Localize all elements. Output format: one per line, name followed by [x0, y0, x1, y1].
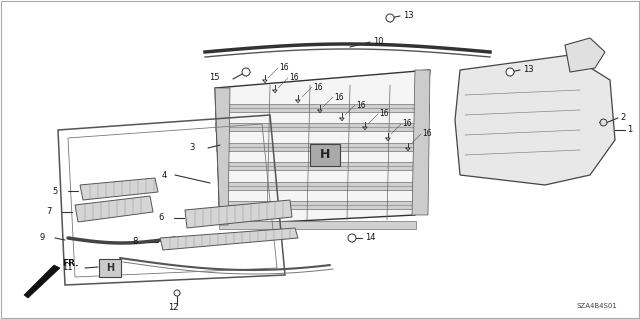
- Polygon shape: [216, 123, 427, 131]
- Polygon shape: [75, 196, 153, 222]
- Polygon shape: [219, 221, 416, 229]
- Polygon shape: [218, 201, 418, 210]
- Circle shape: [386, 14, 394, 22]
- Text: 16: 16: [422, 130, 431, 138]
- Text: 4: 4: [162, 170, 167, 180]
- Polygon shape: [24, 265, 60, 298]
- Text: 15: 15: [209, 73, 220, 83]
- Circle shape: [348, 234, 356, 242]
- Text: 10: 10: [373, 36, 383, 46]
- Text: 16: 16: [334, 93, 344, 101]
- Polygon shape: [412, 70, 430, 215]
- Polygon shape: [215, 70, 430, 225]
- Text: 13: 13: [403, 11, 413, 19]
- Text: SZA4B4S01: SZA4B4S01: [577, 303, 618, 309]
- Text: 2: 2: [620, 113, 625, 122]
- Text: 14: 14: [365, 234, 376, 242]
- Text: 16: 16: [313, 83, 323, 92]
- Circle shape: [174, 290, 180, 296]
- Text: 16: 16: [402, 120, 412, 129]
- Circle shape: [242, 68, 250, 76]
- Polygon shape: [215, 88, 230, 225]
- Polygon shape: [185, 200, 292, 228]
- Text: 16: 16: [289, 73, 299, 83]
- Text: FR.: FR.: [62, 259, 79, 269]
- Text: 16: 16: [379, 109, 388, 118]
- Text: 3: 3: [189, 144, 195, 152]
- Polygon shape: [99, 259, 121, 277]
- Text: 16: 16: [356, 100, 365, 109]
- Polygon shape: [310, 144, 340, 166]
- Text: H: H: [320, 149, 330, 161]
- Polygon shape: [80, 178, 158, 200]
- Polygon shape: [214, 104, 429, 112]
- Polygon shape: [217, 162, 422, 170]
- Text: 11: 11: [63, 263, 73, 272]
- Text: 6: 6: [159, 213, 164, 222]
- Circle shape: [506, 68, 514, 76]
- Text: 1: 1: [627, 125, 632, 135]
- Polygon shape: [565, 38, 605, 72]
- Polygon shape: [218, 182, 420, 190]
- Text: 7: 7: [47, 207, 52, 217]
- Text: 9: 9: [40, 233, 45, 241]
- Polygon shape: [160, 228, 298, 250]
- Text: H: H: [106, 263, 114, 273]
- Text: 12: 12: [168, 303, 179, 313]
- Text: 16: 16: [279, 63, 289, 72]
- Polygon shape: [455, 55, 615, 185]
- Text: 13: 13: [523, 64, 534, 73]
- Text: 8: 8: [132, 238, 138, 247]
- Text: 5: 5: [52, 187, 58, 196]
- Polygon shape: [216, 143, 424, 151]
